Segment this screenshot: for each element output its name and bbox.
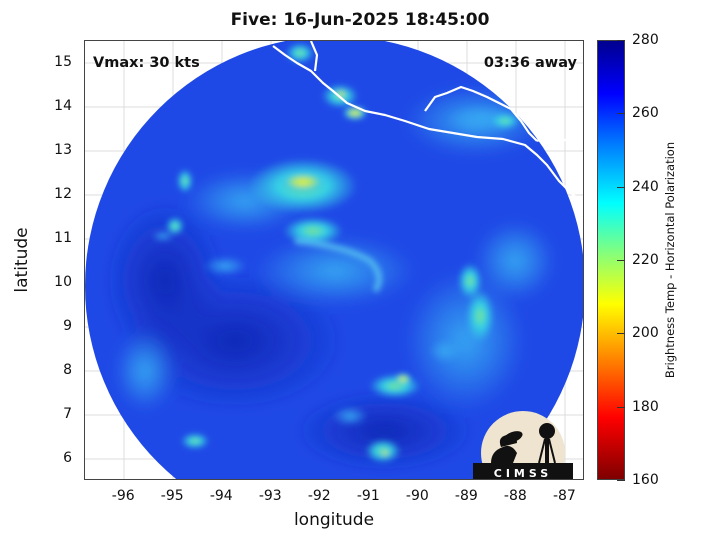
colorbar-tick-mark — [617, 113, 625, 115]
x-tick-label: -94 — [209, 488, 233, 504]
y-tick-label: 15 — [54, 54, 72, 70]
y-tick-label: 13 — [54, 142, 72, 158]
overlay-annotations: Vmax: 30 kts 03:36 away — [93, 55, 578, 71]
cimss-logo: CIMSS — [473, 411, 573, 480]
colorbar-tick-label: 260 — [632, 105, 659, 122]
y-tick-label: 11 — [54, 230, 72, 246]
satellite-swath-map: Vmax: 30 kts 03:36 away CIMSS — [85, 41, 583, 480]
x-tick-label: -87 — [552, 488, 576, 504]
y-tick-label: 8 — [63, 362, 72, 378]
colorbar-tick-mark — [617, 40, 625, 41]
brightness-temp-swath — [85, 41, 583, 479]
colorbar-tick-label: 160 — [632, 472, 659, 488]
y-tick-label: 9 — [63, 318, 72, 334]
colorbar-tick-mark — [617, 186, 625, 188]
colorbar-tick-label: 220 — [632, 252, 659, 268]
x-tick-label: -96 — [111, 488, 135, 504]
y-tick-label: 14 — [54, 98, 72, 114]
x-tick-label: -89 — [454, 488, 478, 504]
colorbar-tick-mark — [617, 260, 625, 261]
logo-text: CIMSS — [494, 467, 552, 480]
colorbar-tick-mark — [617, 333, 625, 335]
plot-area: Vmax: 30 kts 03:36 away CIMSS — [84, 40, 584, 480]
coastline — [272, 41, 583, 204]
y-tick-label: 6 — [63, 450, 72, 466]
colorbar-tick-label: 280 — [632, 32, 659, 48]
y-tick-label: 10 — [54, 274, 72, 290]
x-tick-label: -93 — [258, 488, 282, 504]
colorbar-tick-label: 180 — [632, 398, 659, 415]
x-axis-label-text: longitude — [293, 510, 375, 530]
colorbar-label: Brightness Temp - Horizontal Polarizatio… — [663, 141, 677, 379]
y-tick-label: 12 — [54, 186, 72, 202]
y-axis-label: latitude — [12, 227, 32, 293]
time-away-label: 03:36 away — [484, 55, 578, 71]
colorbar-tick-label: 240 — [632, 178, 659, 195]
colorbar-tick-mark — [617, 480, 625, 481]
y-tick-label: 7 — [63, 406, 72, 422]
x-tick-label: -91 — [356, 488, 380, 504]
vmax-label: Vmax: 30 kts — [93, 55, 200, 71]
x-tick-label: -88 — [503, 488, 527, 504]
x-tick-label: -90 — [405, 488, 429, 504]
colorbar-tick-mark — [617, 406, 625, 408]
x-tick-label: -95 — [160, 488, 184, 504]
x-tick-label: -92 — [307, 488, 331, 504]
colorbar-tick-label: 200 — [632, 325, 659, 342]
chart-title: Five: 16-Jun-2025 18:45:00 — [230, 10, 490, 30]
